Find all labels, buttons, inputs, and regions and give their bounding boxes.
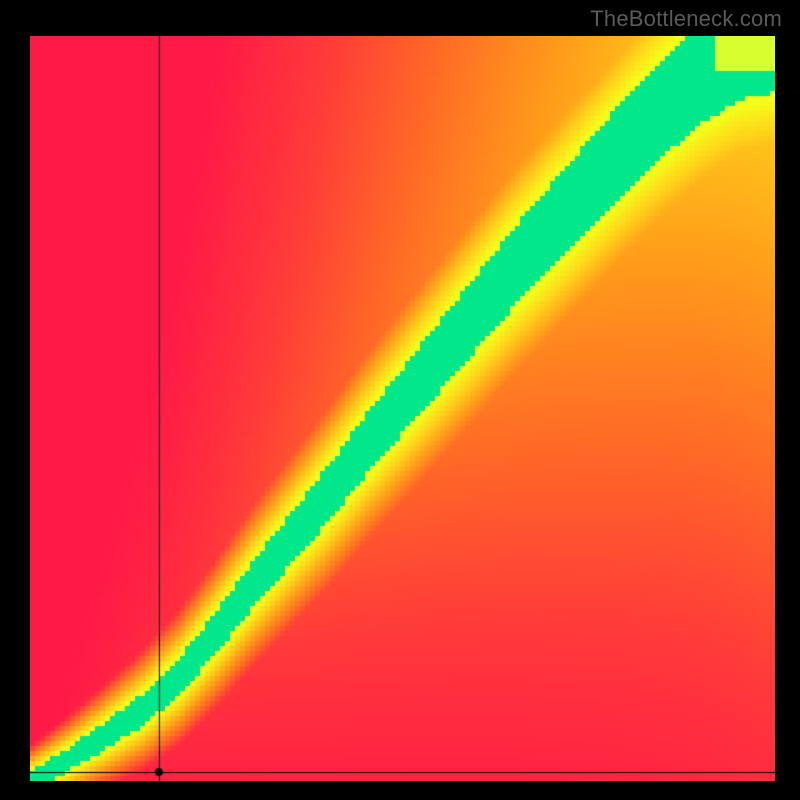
heatmap-plot (30, 36, 775, 781)
crosshair-overlay (30, 36, 775, 781)
watermark-text: TheBottleneck.com (590, 6, 782, 32)
